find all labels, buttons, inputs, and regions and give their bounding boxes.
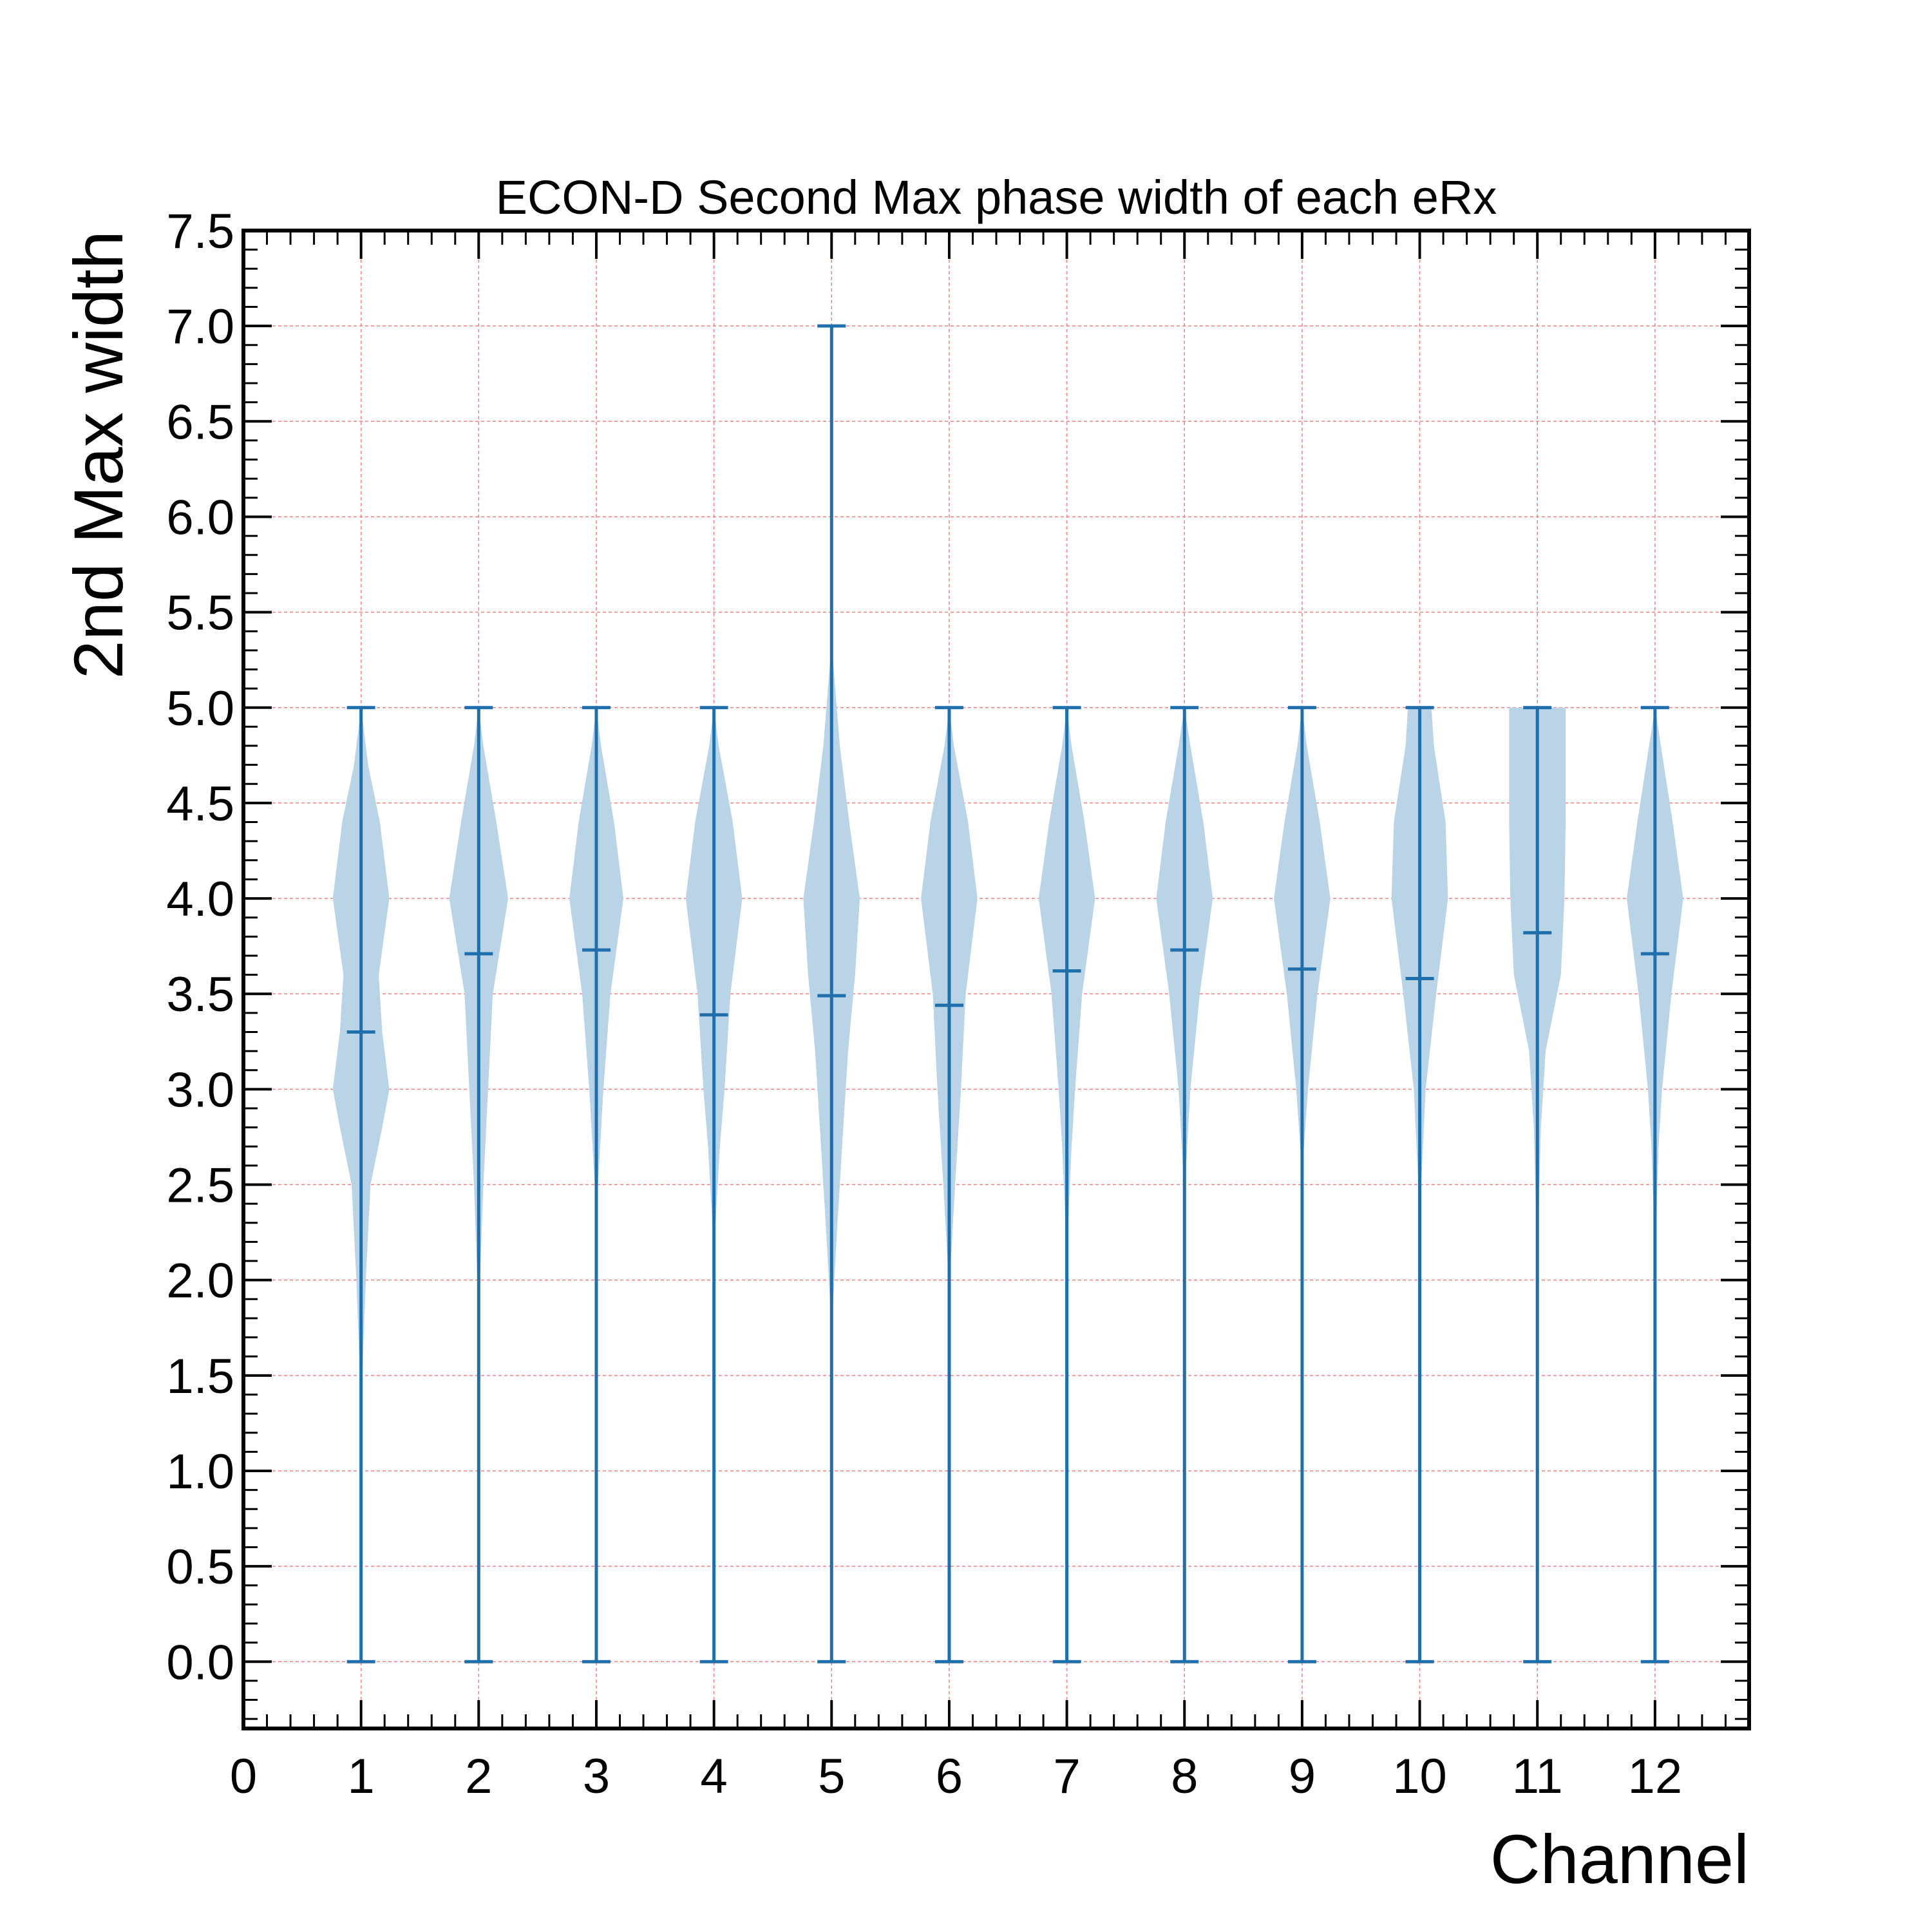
- violin-layer: [332, 593, 1683, 1376]
- plot-frame: [242, 229, 1751, 1730]
- y-tick-label: 5.5: [166, 586, 234, 641]
- x-tick-label: 0: [230, 1749, 257, 1804]
- y-tick-label: 2.0: [166, 1254, 234, 1309]
- tick-layer: [242, 229, 1750, 1728]
- y-tick-label: 7.0: [166, 299, 234, 354]
- chart-title: ECON-D Second Max phase width of each eR…: [496, 171, 1497, 224]
- x-tick-label: 6: [936, 1749, 963, 1804]
- label-layer: 0.0 0.5 1.0 1.5 2.0 2.5 3.0 3.5 4.0 4.5 5.0 5.5 6.0 6…: [166, 204, 1682, 1804]
- x-tick-label: 2: [465, 1749, 492, 1804]
- y-tick-label: 1.5: [166, 1349, 234, 1404]
- x-tick-label: 5: [818, 1749, 845, 1804]
- line-layer: [346, 324, 1669, 1663]
- x-tick-label: 9: [1289, 1749, 1316, 1804]
- y-tick-label: 4.5: [166, 777, 234, 831]
- y-tick-label: 4.0: [166, 872, 234, 927]
- x-tick-label: 4: [700, 1749, 727, 1804]
- y-tick-label: 0.5: [166, 1540, 234, 1595]
- y-tick-label: 6.5: [166, 395, 234, 450]
- y-tick-label: 7.5: [166, 204, 234, 259]
- y-tick-label: 5.0: [166, 681, 234, 736]
- x-tick-label: 1: [348, 1749, 375, 1804]
- x-tick-label: 8: [1171, 1749, 1198, 1804]
- y-tick-label: 3.0: [166, 1063, 234, 1117]
- y-tick-label: 3.5: [166, 967, 234, 1022]
- y-axis-label: 2nd Max width: [59, 231, 137, 679]
- x-axis-label: Channel: [1490, 1820, 1749, 1898]
- y-tick-label: 2.5: [166, 1159, 234, 1213]
- y-tick-label: 6.0: [166, 490, 234, 545]
- x-tick-label: 12: [1628, 1749, 1683, 1804]
- x-tick-label: 11: [1512, 1749, 1563, 1804]
- x-tick-label: 7: [1053, 1749, 1080, 1804]
- x-tick-label: 3: [583, 1749, 610, 1804]
- y-tick-label: 1.0: [166, 1444, 234, 1499]
- x-tick-label: 10: [1392, 1749, 1447, 1804]
- y-tick-label: 0.0: [166, 1635, 234, 1690]
